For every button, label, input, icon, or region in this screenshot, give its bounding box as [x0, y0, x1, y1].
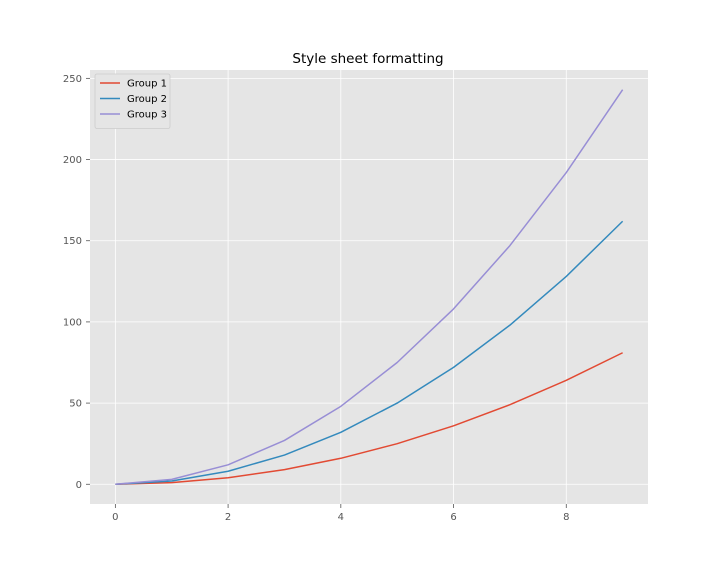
grid-lines [90, 70, 648, 504]
x-tick-label: 8 [563, 512, 569, 523]
legend-label-group-3: Group 3 [127, 110, 167, 121]
y-tick-label: 100 [63, 317, 82, 328]
y-tick-label: 250 [63, 74, 82, 85]
legend-label-group-1: Group 1 [127, 79, 167, 90]
legend-label-group-2: Group 2 [127, 94, 167, 105]
y-tick-label: 200 [63, 155, 82, 166]
series-line-group-2 [115, 220, 624, 486]
x-axis: 0 2 4 6 8 [112, 504, 569, 523]
x-tick-label: 0 [112, 512, 118, 523]
series-line-group-1 [115, 352, 623, 486]
y-tick-label: 150 [63, 236, 82, 247]
legend: Group 1 Group 2 Group 3 [94, 73, 171, 129]
x-tick-label: 6 [450, 512, 456, 523]
x-tick-label: 2 [225, 512, 231, 523]
y-tick-label: 50 [69, 399, 82, 410]
x-tick-label: 4 [338, 512, 344, 523]
chart-title: Style sheet formatting [292, 51, 443, 67]
series-lines [115, 89, 624, 486]
plot-area-background [90, 70, 648, 504]
legend-box [94, 73, 171, 129]
series-line-group-3 [115, 89, 624, 486]
y-axis: 0 50 100 150 200 250 [63, 74, 90, 491]
y-tick-label: 0 [76, 480, 82, 491]
